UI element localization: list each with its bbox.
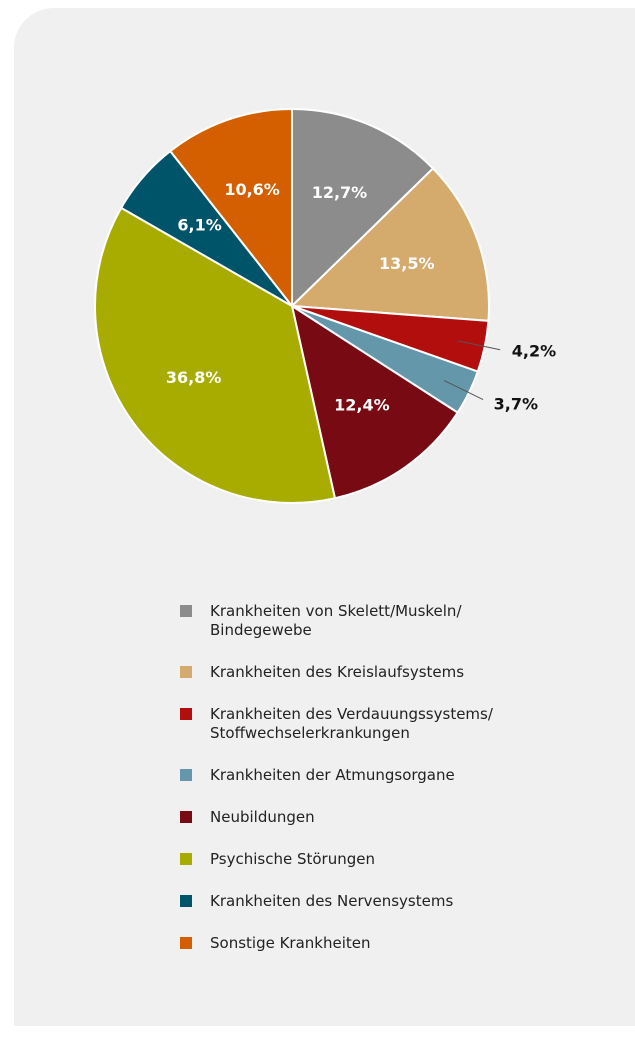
- legend-swatch: [180, 708, 192, 720]
- legend-item: Krankheiten des Nervensystems: [180, 892, 540, 911]
- pie-slice: [168, 107, 293, 309]
- legend-item: Neubildungen: [180, 808, 540, 827]
- legend-swatch: [180, 811, 192, 823]
- legend-swatch: [180, 895, 192, 907]
- data-label: 12,4%: [334, 396, 390, 415]
- legend-label: Sonstige Krankheiten: [210, 934, 371, 952]
- legend-item: Krankheiten des Kreislaufsystems: [180, 663, 540, 682]
- legend-swatch: [180, 666, 192, 678]
- legend-item: Psychische Störungen: [180, 850, 540, 869]
- legend-label: Neubildungen: [210, 808, 315, 826]
- legend: Krankheiten von Skelett/Muskeln/ Bindege…: [180, 602, 540, 953]
- legend-label: Krankheiten des Kreislaufsystems: [210, 663, 465, 681]
- legend-item: Sonstige Krankheiten: [180, 934, 540, 953]
- data-label: 4,2%: [512, 342, 556, 361]
- data-label: 12,7%: [312, 183, 368, 202]
- pie-slice: [290, 303, 460, 500]
- legend-swatch: [180, 769, 192, 781]
- pie-slice: [94, 206, 337, 504]
- data-label: 36,8%: [166, 368, 222, 387]
- data-label: 6,1%: [177, 216, 221, 235]
- pie-slice: [291, 107, 435, 309]
- data-label: 3,7%: [494, 394, 538, 413]
- legend-item: Krankheiten des Verdauungssystems/ Stoff…: [180, 705, 540, 743]
- leader-line: [443, 380, 484, 401]
- legend-label: Krankheiten des Verdauungssystems/ Stoff…: [210, 705, 493, 742]
- legend-label: Krankheiten von Skelett/Muskeln/ Bindege…: [210, 602, 462, 639]
- legend-swatch: [180, 853, 192, 865]
- legend-label: Krankheiten der Atmungsorgane: [210, 766, 455, 784]
- data-label: 10,6%: [224, 180, 280, 199]
- legend-label: Psychische Störungen: [210, 850, 375, 868]
- legend-swatch: [180, 937, 192, 949]
- data-label: 13,5%: [379, 254, 435, 273]
- legend-item: Krankheiten von Skelett/Muskeln/ Bindege…: [180, 602, 540, 640]
- legend-swatch: [180, 605, 192, 617]
- leader-line: [457, 340, 501, 351]
- legend-item: Krankheiten der Atmungsorgane: [180, 766, 540, 785]
- pie-slice: [289, 167, 490, 322]
- chart: 12,7% 13,5% 4,2% 3,7% 12,4% 36,8% 6,1%10,6%: [94, 107, 556, 504]
- legend-label: Krankheiten des Nervensystems: [210, 892, 454, 910]
